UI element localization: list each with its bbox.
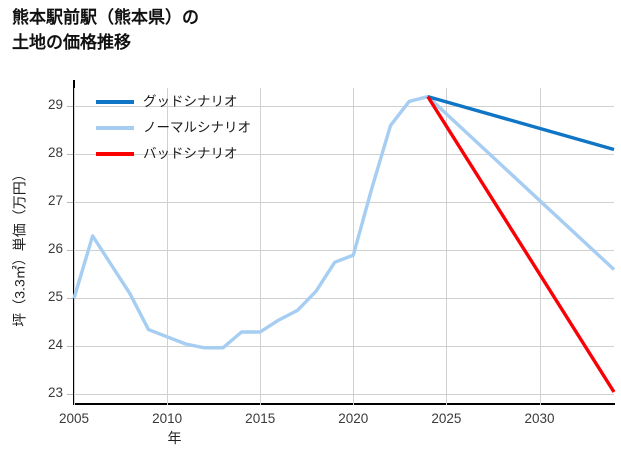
gridline-horizontal	[74, 298, 614, 300]
y-tick-label: 27	[47, 193, 63, 209]
y-tick-label: 29	[47, 97, 63, 113]
series-line-bad	[426, 95, 616, 393]
y-tick-label: 23	[47, 385, 63, 401]
gridline-horizontal	[74, 394, 614, 396]
page-title-line1: 熊本駅前駅（熊本県）の	[12, 8, 199, 27]
y-axis-label: 坪（3.3㎡）単価（万円）	[12, 166, 28, 327]
series-lines	[72, 94, 616, 393]
gridline-horizontal	[74, 106, 614, 108]
legend-label-normal-scenario: ノーマルシナリオ	[143, 120, 251, 136]
gridline-vertical	[446, 88, 448, 405]
plot-area	[72, 80, 616, 405]
series-line-normal	[72, 94, 616, 350]
x-axis-spine	[73, 403, 615, 405]
y-tick-mark	[67, 250, 73, 252]
legend-swatch-good-scenario	[96, 100, 134, 104]
y-tick-mark	[67, 106, 73, 108]
page-title-line2: 土地の価格推移	[12, 32, 131, 52]
x-tick-label: 2010	[152, 411, 183, 426]
gridline-vertical	[353, 88, 355, 405]
gridline-vertical	[539, 88, 541, 405]
chart-legend: グッドシナリオ ノーマルシナリオ バッドシナリオ	[96, 94, 251, 162]
legend-label-good-scenario: グッドシナリオ	[143, 94, 238, 110]
x-tick-label: 2005	[58, 411, 90, 426]
y-tick-label: 28	[47, 145, 63, 161]
gridline-horizontal	[74, 346, 614, 348]
x-axis-label: 年	[167, 430, 182, 446]
gridline-horizontal	[74, 250, 614, 252]
x-tick-label: 2015	[245, 411, 276, 426]
y-tick-label: 24	[47, 337, 63, 353]
y-tick-mark	[67, 202, 73, 204]
x-tick-label: 2020	[338, 411, 369, 426]
legend-label-bad-scenario: バッドシナリオ	[143, 146, 238, 162]
gridline-vertical	[74, 88, 75, 405]
x-tick-label: 2025	[431, 411, 462, 426]
legend-item-good-scenario[interactable]: グッドシナリオ	[96, 94, 251, 110]
gridline-horizontal	[74, 154, 614, 156]
y-tick-label: 26	[47, 241, 63, 257]
y-tick-mark	[67, 154, 73, 156]
y-tick-mark	[67, 394, 73, 396]
legend-item-normal-scenario[interactable]: ノーマルシナリオ	[96, 120, 251, 136]
gridline-vertical	[260, 88, 262, 405]
page-title: 熊本駅前駅（熊本県）の 土地の価格推移	[12, 6, 199, 55]
legend-swatch-normal-scenario	[96, 126, 134, 130]
y-tick-label: 25	[47, 289, 63, 305]
gridline-vertical	[167, 88, 169, 405]
y-tick-mark	[67, 346, 73, 348]
x-tick-label: 2030	[524, 411, 555, 426]
y-tick-mark	[67, 298, 73, 300]
series-line-good	[427, 95, 615, 152]
gridline-horizontal	[74, 202, 614, 204]
legend-item-bad-scenario[interactable]: バッドシナリオ	[96, 146, 251, 162]
legend-swatch-bad-scenario	[96, 152, 134, 156]
